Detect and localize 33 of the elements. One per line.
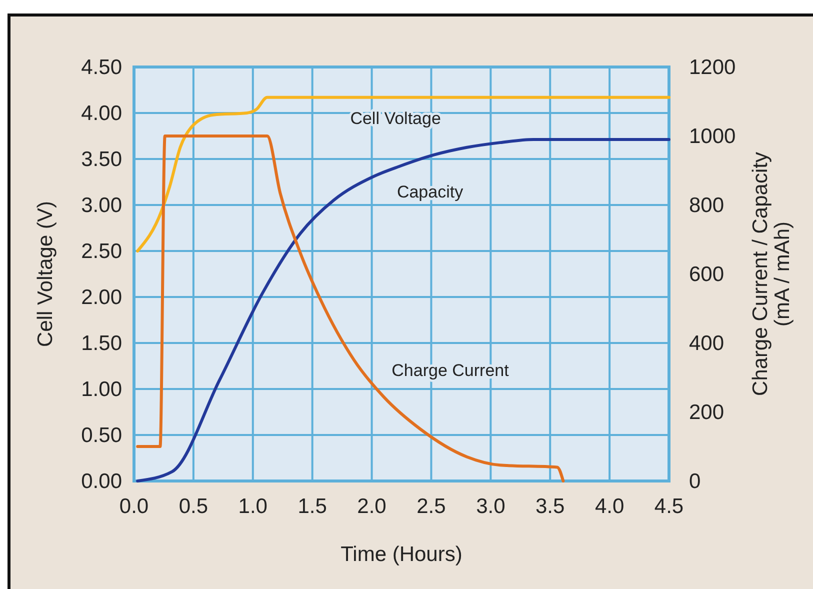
x-tick-label: 3.5: [536, 495, 565, 518]
y2-tick-label: 1200: [689, 56, 736, 79]
x-tick-label: 1.0: [238, 495, 268, 518]
y2-tick-label: 1000: [689, 125, 736, 148]
y-tick-label: 1.50: [81, 332, 122, 355]
y-axis-title: Cell Voltage (V): [34, 201, 57, 347]
x-axis-title: Time (Hours): [340, 543, 462, 566]
line-series: [136, 138, 670, 482]
y-tick-label: 3.50: [81, 148, 122, 171]
y-tick-label: 0.00: [81, 470, 122, 493]
line-series: [136, 134, 565, 482]
y-tick-label: 4.50: [81, 56, 122, 79]
y-tick-label: 4.00: [81, 102, 122, 125]
line-series: [136, 96, 670, 252]
y-tick-label: 1.00: [81, 378, 122, 401]
y2-tick-label: 400: [689, 332, 724, 355]
y-tick-label: 0.50: [81, 424, 122, 447]
y2-tick-label: 200: [689, 401, 724, 424]
y-tick-label: 2.00: [81, 286, 122, 309]
x-tick-label: 2.5: [416, 495, 446, 518]
y-tick-label: 3.00: [81, 194, 122, 217]
x-tick-label: 0.0: [119, 495, 149, 518]
x-tick-label: 4.5: [654, 495, 684, 518]
x-tick-label: 1.5: [298, 495, 327, 518]
y2-axis-title: Charge Current / Capacity (mA / mAh): [749, 152, 794, 396]
x-tick-label: 0.5: [178, 495, 208, 518]
y2-tick-label: 0: [689, 470, 701, 493]
y-tick-label: 2.50: [81, 240, 122, 263]
y2-tick-label: 800: [689, 194, 724, 217]
x-tick-label: 4.0: [594, 495, 624, 518]
x-tick-label: 3.0: [476, 495, 506, 518]
x-tick-label: 2.0: [357, 495, 386, 518]
y2-tick-label: 600: [689, 263, 724, 286]
